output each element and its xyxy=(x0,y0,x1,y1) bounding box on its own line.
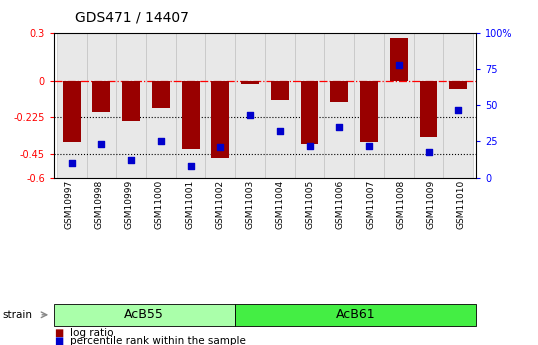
Bar xyxy=(301,81,318,144)
Text: GSM11004: GSM11004 xyxy=(275,179,285,228)
Bar xyxy=(241,81,259,84)
Point xyxy=(157,139,165,144)
Text: GSM11003: GSM11003 xyxy=(245,179,254,229)
Point xyxy=(424,149,433,154)
Text: GSM11010: GSM11010 xyxy=(457,179,465,229)
Text: GSM11007: GSM11007 xyxy=(366,179,375,229)
Text: AcB61: AcB61 xyxy=(336,308,376,321)
Text: percentile rank within the sample: percentile rank within the sample xyxy=(70,336,246,345)
Bar xyxy=(449,81,467,89)
Point xyxy=(275,129,284,134)
Text: GSM10997: GSM10997 xyxy=(65,179,73,229)
Bar xyxy=(93,81,110,112)
Bar xyxy=(265,33,295,178)
Text: GSM11009: GSM11009 xyxy=(427,179,435,229)
Point xyxy=(246,112,254,118)
Bar xyxy=(146,33,176,178)
Point xyxy=(394,62,403,67)
Bar xyxy=(420,81,437,137)
Bar xyxy=(206,33,235,178)
Point xyxy=(127,158,136,163)
Bar xyxy=(360,81,378,142)
Bar xyxy=(295,33,324,178)
Text: GSM10999: GSM10999 xyxy=(125,179,134,229)
Bar xyxy=(414,33,443,178)
Point xyxy=(454,107,463,112)
Point xyxy=(67,160,76,166)
Bar xyxy=(443,33,473,178)
Text: GSM11001: GSM11001 xyxy=(185,179,194,229)
Text: GSM11005: GSM11005 xyxy=(306,179,315,229)
Text: GSM11008: GSM11008 xyxy=(396,179,405,229)
Point xyxy=(305,143,314,149)
Text: ■: ■ xyxy=(54,336,63,345)
Bar xyxy=(384,33,414,178)
Bar xyxy=(182,81,200,149)
Text: AcB55: AcB55 xyxy=(124,308,164,321)
Bar xyxy=(235,33,265,178)
Bar xyxy=(87,33,116,178)
Point xyxy=(335,124,344,130)
Bar xyxy=(122,81,140,121)
Text: GSM11006: GSM11006 xyxy=(336,179,345,229)
Point xyxy=(365,143,373,149)
Bar xyxy=(330,81,348,102)
Bar xyxy=(324,33,354,178)
Text: ■: ■ xyxy=(54,328,63,338)
Text: GSM11002: GSM11002 xyxy=(215,179,224,228)
Text: GSM10998: GSM10998 xyxy=(95,179,103,229)
Text: log ratio: log ratio xyxy=(70,328,114,338)
Bar xyxy=(354,33,384,178)
Bar xyxy=(390,38,408,81)
Bar xyxy=(116,33,146,178)
Text: strain: strain xyxy=(3,310,33,320)
Bar xyxy=(63,81,81,142)
Bar xyxy=(57,33,87,178)
Point xyxy=(186,163,195,169)
Bar xyxy=(271,81,289,100)
Text: GDS471 / 14407: GDS471 / 14407 xyxy=(75,10,189,24)
Bar xyxy=(176,33,206,178)
Bar xyxy=(211,81,229,158)
Bar xyxy=(152,81,170,108)
Point xyxy=(216,145,225,150)
Text: GSM11000: GSM11000 xyxy=(155,179,164,229)
Point xyxy=(97,141,105,147)
